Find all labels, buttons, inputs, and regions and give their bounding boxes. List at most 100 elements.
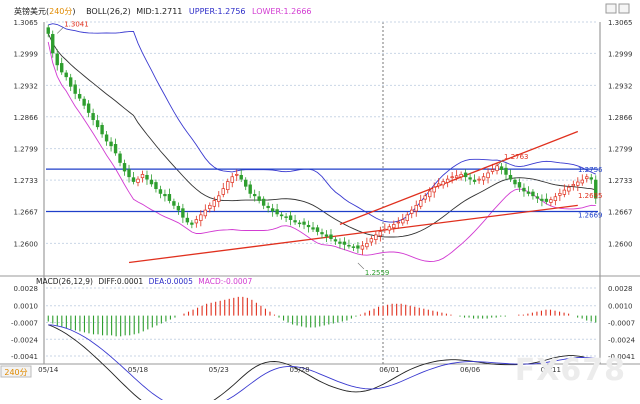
price-tick-left: 1.2799 bbox=[14, 146, 39, 154]
candle-body bbox=[360, 245, 365, 250]
candle-body bbox=[199, 214, 203, 221]
watermark: FX678 bbox=[514, 353, 626, 388]
candle-body bbox=[104, 134, 109, 142]
candle-body bbox=[270, 208, 275, 212]
price-tick-right: 1.3065 bbox=[608, 19, 633, 27]
candle-body bbox=[378, 231, 383, 237]
candle-body bbox=[383, 228, 387, 231]
candle-body bbox=[401, 219, 405, 224]
time-tick-label: 05/18 bbox=[128, 366, 148, 374]
channel-line bbox=[128, 204, 578, 264]
toolbar-icons[interactable] bbox=[605, 3, 630, 14]
candle-body bbox=[441, 181, 445, 186]
candle-body bbox=[450, 176, 454, 179]
timeframe-label: 240分 bbox=[49, 7, 72, 16]
annotation-label: 1.2763 bbox=[504, 153, 529, 161]
price-axis-labels: 1.3065 1.3065 1.2999 1.2999 1.2932 1.2932 1.28… bbox=[14, 19, 634, 248]
candle-body bbox=[540, 198, 544, 201]
bollinger-bands bbox=[47, 23, 596, 262]
price-tick-left: 1.2667 bbox=[14, 209, 39, 217]
candle-body bbox=[91, 113, 95, 120]
candle-body bbox=[320, 232, 324, 235]
boll-mid-key: MID: bbox=[136, 7, 154, 16]
candle-body bbox=[459, 174, 463, 178]
price-tick-right: 1.2667 bbox=[608, 209, 633, 217]
candle-body bbox=[351, 246, 356, 248]
candle-body bbox=[203, 209, 208, 217]
price-tick-right: 1.2999 bbox=[608, 50, 633, 58]
candle-body bbox=[122, 163, 127, 172]
candle-body bbox=[315, 227, 320, 232]
candle-body bbox=[244, 179, 248, 187]
boll-mid-line bbox=[47, 33, 596, 238]
candle-body bbox=[594, 179, 598, 199]
macd-tick-right: -0.0024 bbox=[608, 336, 636, 344]
candle-body bbox=[284, 216, 288, 218]
candle-body bbox=[163, 194, 167, 197]
candle-body bbox=[531, 191, 535, 197]
candle-body bbox=[508, 174, 513, 180]
candle-body bbox=[235, 174, 239, 176]
macd-diff-line bbox=[48, 324, 596, 404]
candle-body bbox=[64, 72, 68, 78]
candle-body bbox=[212, 200, 216, 207]
macd-axis-labels: 0.0028 0.0028 0.0010 0.0010 -0.0007 -0.0007 -0… bbox=[11, 285, 636, 361]
candle-body bbox=[248, 184, 252, 194]
expand-icon[interactable] bbox=[618, 3, 630, 14]
candle-body bbox=[86, 103, 91, 113]
macd-tick-left: -0.0041 bbox=[11, 353, 38, 361]
candle-body bbox=[513, 179, 517, 185]
candle-body bbox=[396, 221, 400, 224]
candle-body bbox=[571, 184, 576, 187]
candle-body bbox=[252, 194, 257, 197]
candle-body bbox=[468, 177, 472, 180]
period-badge[interactable] bbox=[0, 365, 32, 378]
candle-body bbox=[414, 204, 418, 212]
price-tag: 1.2756 bbox=[578, 166, 603, 174]
candle-body bbox=[567, 186, 571, 192]
candle-body bbox=[95, 120, 100, 128]
candle-body bbox=[472, 179, 477, 182]
candle-body bbox=[338, 241, 342, 244]
candle-body bbox=[261, 198, 266, 206]
candle-body bbox=[347, 244, 351, 247]
price-tag: 1.2695 bbox=[578, 192, 603, 200]
candle-body bbox=[329, 234, 333, 240]
macd-tick-left: -0.0007 bbox=[11, 320, 38, 328]
boll-label: BOLL(26,2) bbox=[86, 7, 131, 16]
macd-value-value: -0.0007 bbox=[223, 277, 252, 286]
macd-dea-value: 0.0005 bbox=[167, 277, 193, 286]
candle-body bbox=[576, 181, 580, 186]
candle-body bbox=[226, 181, 230, 190]
price-legend: 英镑美元(240分) BOLL(26,2) MID:1.2711 UPPER:1… bbox=[14, 6, 312, 16]
candle-body bbox=[311, 227, 315, 230]
price-tag: 1.2669 bbox=[578, 212, 603, 220]
macd-value-key: MACD: bbox=[198, 277, 223, 286]
candle-body bbox=[392, 224, 396, 229]
trend-channel bbox=[128, 130, 579, 264]
candle-body bbox=[324, 234, 329, 237]
price-tick-right: 1.2799 bbox=[608, 146, 633, 154]
candle-body bbox=[118, 153, 122, 163]
candle-body bbox=[46, 27, 50, 34]
macd-label: MACD(26,12,9) bbox=[36, 277, 93, 286]
candle-body bbox=[297, 222, 302, 225]
settings-icon[interactable] bbox=[605, 3, 617, 14]
candle-body bbox=[172, 201, 176, 206]
time-tick-label: 05/14 bbox=[38, 366, 59, 374]
candle-body bbox=[495, 165, 499, 171]
annotation-label: 1.2559 bbox=[365, 269, 390, 277]
time-tick-label: 06/11 bbox=[541, 366, 561, 374]
candle-body bbox=[73, 84, 77, 94]
candle-body bbox=[154, 182, 158, 190]
period-badge-label: 240分 bbox=[4, 368, 27, 377]
candle-body bbox=[194, 219, 199, 224]
candle-body bbox=[221, 188, 225, 195]
boll-lower-value: 1.2666 bbox=[284, 7, 312, 16]
candle-body bbox=[109, 141, 113, 147]
candle-body bbox=[100, 124, 104, 135]
channel-line bbox=[339, 130, 579, 225]
candle-body bbox=[127, 169, 131, 178]
